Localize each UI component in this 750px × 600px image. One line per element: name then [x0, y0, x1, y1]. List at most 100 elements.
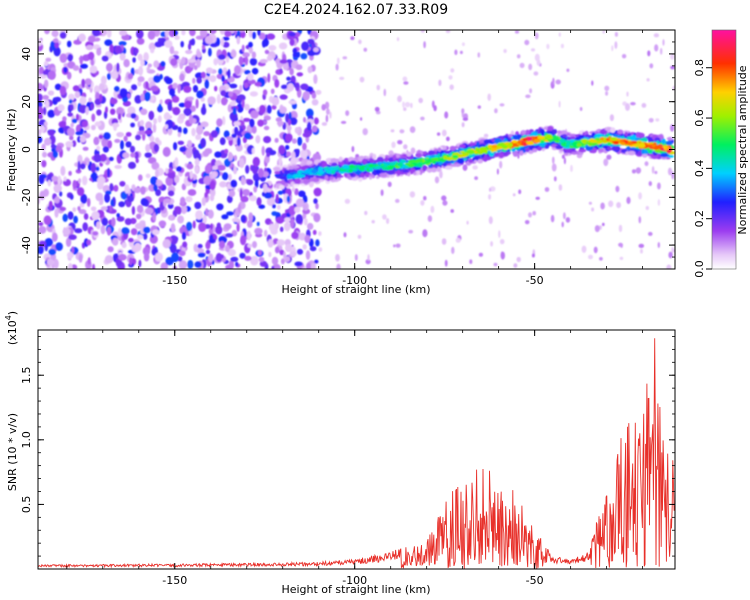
spectrogram-noise-cell	[109, 205, 113, 212]
spectrogram-noise-cell	[266, 55, 273, 61]
spectrogram-noise-cell	[307, 50, 316, 57]
spectrogram-noise-cell	[618, 242, 623, 247]
spectrogram-noise-cell	[605, 91, 609, 96]
spectrogram-noise-cell	[210, 130, 219, 138]
spectrogram-noise-cell	[563, 157, 567, 165]
spectrogram-noise-cell	[78, 33, 86, 42]
spectrogram-signal-core	[452, 154, 459, 159]
spectrogram-noise-cell	[241, 176, 245, 185]
spectrogram-noise-cell	[518, 189, 522, 195]
spectrogram-noise-cell	[237, 203, 242, 213]
spectrogram-noise-cell	[558, 184, 563, 191]
spectrogram-signal-cell	[578, 135, 585, 139]
spectrogram-noise-cell	[38, 106, 44, 116]
spectrogram-signal-core	[383, 163, 389, 167]
spectrogram-signal-cell	[494, 152, 500, 157]
spectrogram-noise-cell	[246, 179, 254, 186]
spectrogram-signal-cell	[483, 139, 490, 145]
spectrogram-noise-cell	[127, 237, 134, 243]
colorbar-tick-label: 0.6	[693, 109, 706, 127]
spectrogram-noise-cell	[107, 167, 111, 178]
spectrogram-noise-cell	[42, 95, 49, 100]
spectrogram-noise-cell	[165, 176, 174, 187]
spectrogram-noise-cell	[335, 63, 339, 71]
spectrogram-noise-cell	[72, 65, 80, 71]
spectrogram-noise-cell	[216, 203, 224, 211]
spectrogram-noise-cell	[157, 115, 162, 123]
spectrogram-noise-cell	[188, 114, 194, 124]
spectrogram-signal-cell	[498, 152, 505, 159]
spectrogram-noise-cell	[423, 196, 427, 201]
spectrogram-noise-cell	[441, 195, 447, 201]
y-tick-label: 0.5	[20, 496, 33, 514]
spectrogram-noise-cell	[459, 50, 463, 55]
spectrogram-signal-core	[388, 166, 394, 170]
spectrogram-noise-cell	[59, 53, 67, 63]
spectrogram-noise-cell	[615, 185, 620, 193]
spectrogram-noise-cell	[81, 78, 86, 88]
spectrogram-signal-core	[576, 143, 582, 147]
spectrogram-noise-cell	[106, 30, 112, 38]
spectrogram-noise-cell	[121, 227, 130, 235]
spectrogram-signal-cell	[437, 166, 441, 172]
spectrogram-noise-cell	[311, 92, 317, 99]
spectrogram-noise-cell	[222, 36, 230, 41]
spectrogram-noise-cell	[609, 114, 615, 122]
spectrogram-noise-cell	[75, 113, 80, 121]
spectrogram-noise-cell	[611, 45, 614, 52]
spectrogram-signal-cell	[375, 175, 380, 179]
spectrogram-signal-core	[512, 144, 520, 148]
spectrogram-noise-cell	[48, 248, 56, 256]
spectrogram-noise-cell	[294, 127, 300, 134]
spectrogram-noise-cell	[249, 195, 257, 202]
spectrogram-noise-cell	[503, 49, 507, 53]
spectrogram-noise-cell	[163, 112, 171, 121]
spectrogram-noise-cell	[60, 165, 66, 176]
spectrogram-noise-cell	[69, 104, 74, 111]
spectrogram-noise-cell	[67, 127, 75, 137]
spectrogram-noise-cell	[579, 107, 583, 111]
spectrogram-noise-cell	[144, 129, 153, 135]
spectrogram-noise-cell	[106, 62, 113, 72]
spectrogram-noise-cell	[45, 57, 52, 62]
spectrogram-noise-cell	[43, 106, 47, 116]
spectrogram-noise-cell	[647, 50, 651, 57]
spectrogram-noise-cell	[263, 115, 271, 121]
spectrogram-noise-cell	[130, 113, 137, 119]
spectrogram-noise-cell	[291, 138, 297, 144]
spectrogram-noise-cell	[117, 113, 122, 120]
spectrogram-noise-cell	[274, 246, 280, 254]
spectrogram-noise-cell	[606, 154, 612, 160]
spectrogram-signal-cell	[338, 156, 343, 162]
spectrogram-noise-cell	[313, 74, 318, 85]
spectrogram-noise-cell	[138, 174, 143, 181]
spectrogram-noise-cell	[241, 44, 245, 53]
spectrogram-noise-cell	[92, 263, 96, 269]
spectrogram-noise-cell	[106, 73, 111, 80]
spectrogram-noise-cell	[116, 213, 120, 218]
spectrogram-noise-cell	[254, 227, 263, 235]
spectrogram-signal-cell	[624, 131, 628, 137]
spectrogram-noise-cell	[66, 40, 72, 48]
spectrogram-noise-cell	[204, 79, 210, 89]
spectrogram-noise-cell	[69, 135, 74, 141]
spectrogram-noise-cell	[267, 239, 274, 248]
spectrogram-signal-cell	[312, 178, 320, 183]
spectrogram-noise-cell	[246, 230, 251, 241]
spectrogram-noise-cell	[107, 246, 114, 253]
spectrogram-noise-cell	[195, 134, 202, 141]
spectrogram-noise-cell	[90, 102, 94, 111]
spectrogram-noise-cell	[89, 65, 98, 74]
spectrogram-signal-cell	[640, 137, 648, 141]
spectrogram-noise-cell	[314, 259, 319, 264]
spectrogram-noise-cell	[496, 168, 499, 175]
spectrogram-noise-cell	[271, 256, 279, 266]
spectrogram-noise-cell	[214, 85, 218, 92]
spectrogram-noise-cell	[499, 239, 505, 245]
spectrogram-signal-core	[511, 139, 518, 144]
spectrogram-noise-cell	[423, 41, 426, 49]
spectrogram-noise-cell	[528, 63, 533, 71]
spectrogram-noise-cell	[67, 112, 74, 117]
spectrogram-signal-cell	[406, 151, 412, 157]
spectrogram-noise-cell	[158, 220, 167, 228]
